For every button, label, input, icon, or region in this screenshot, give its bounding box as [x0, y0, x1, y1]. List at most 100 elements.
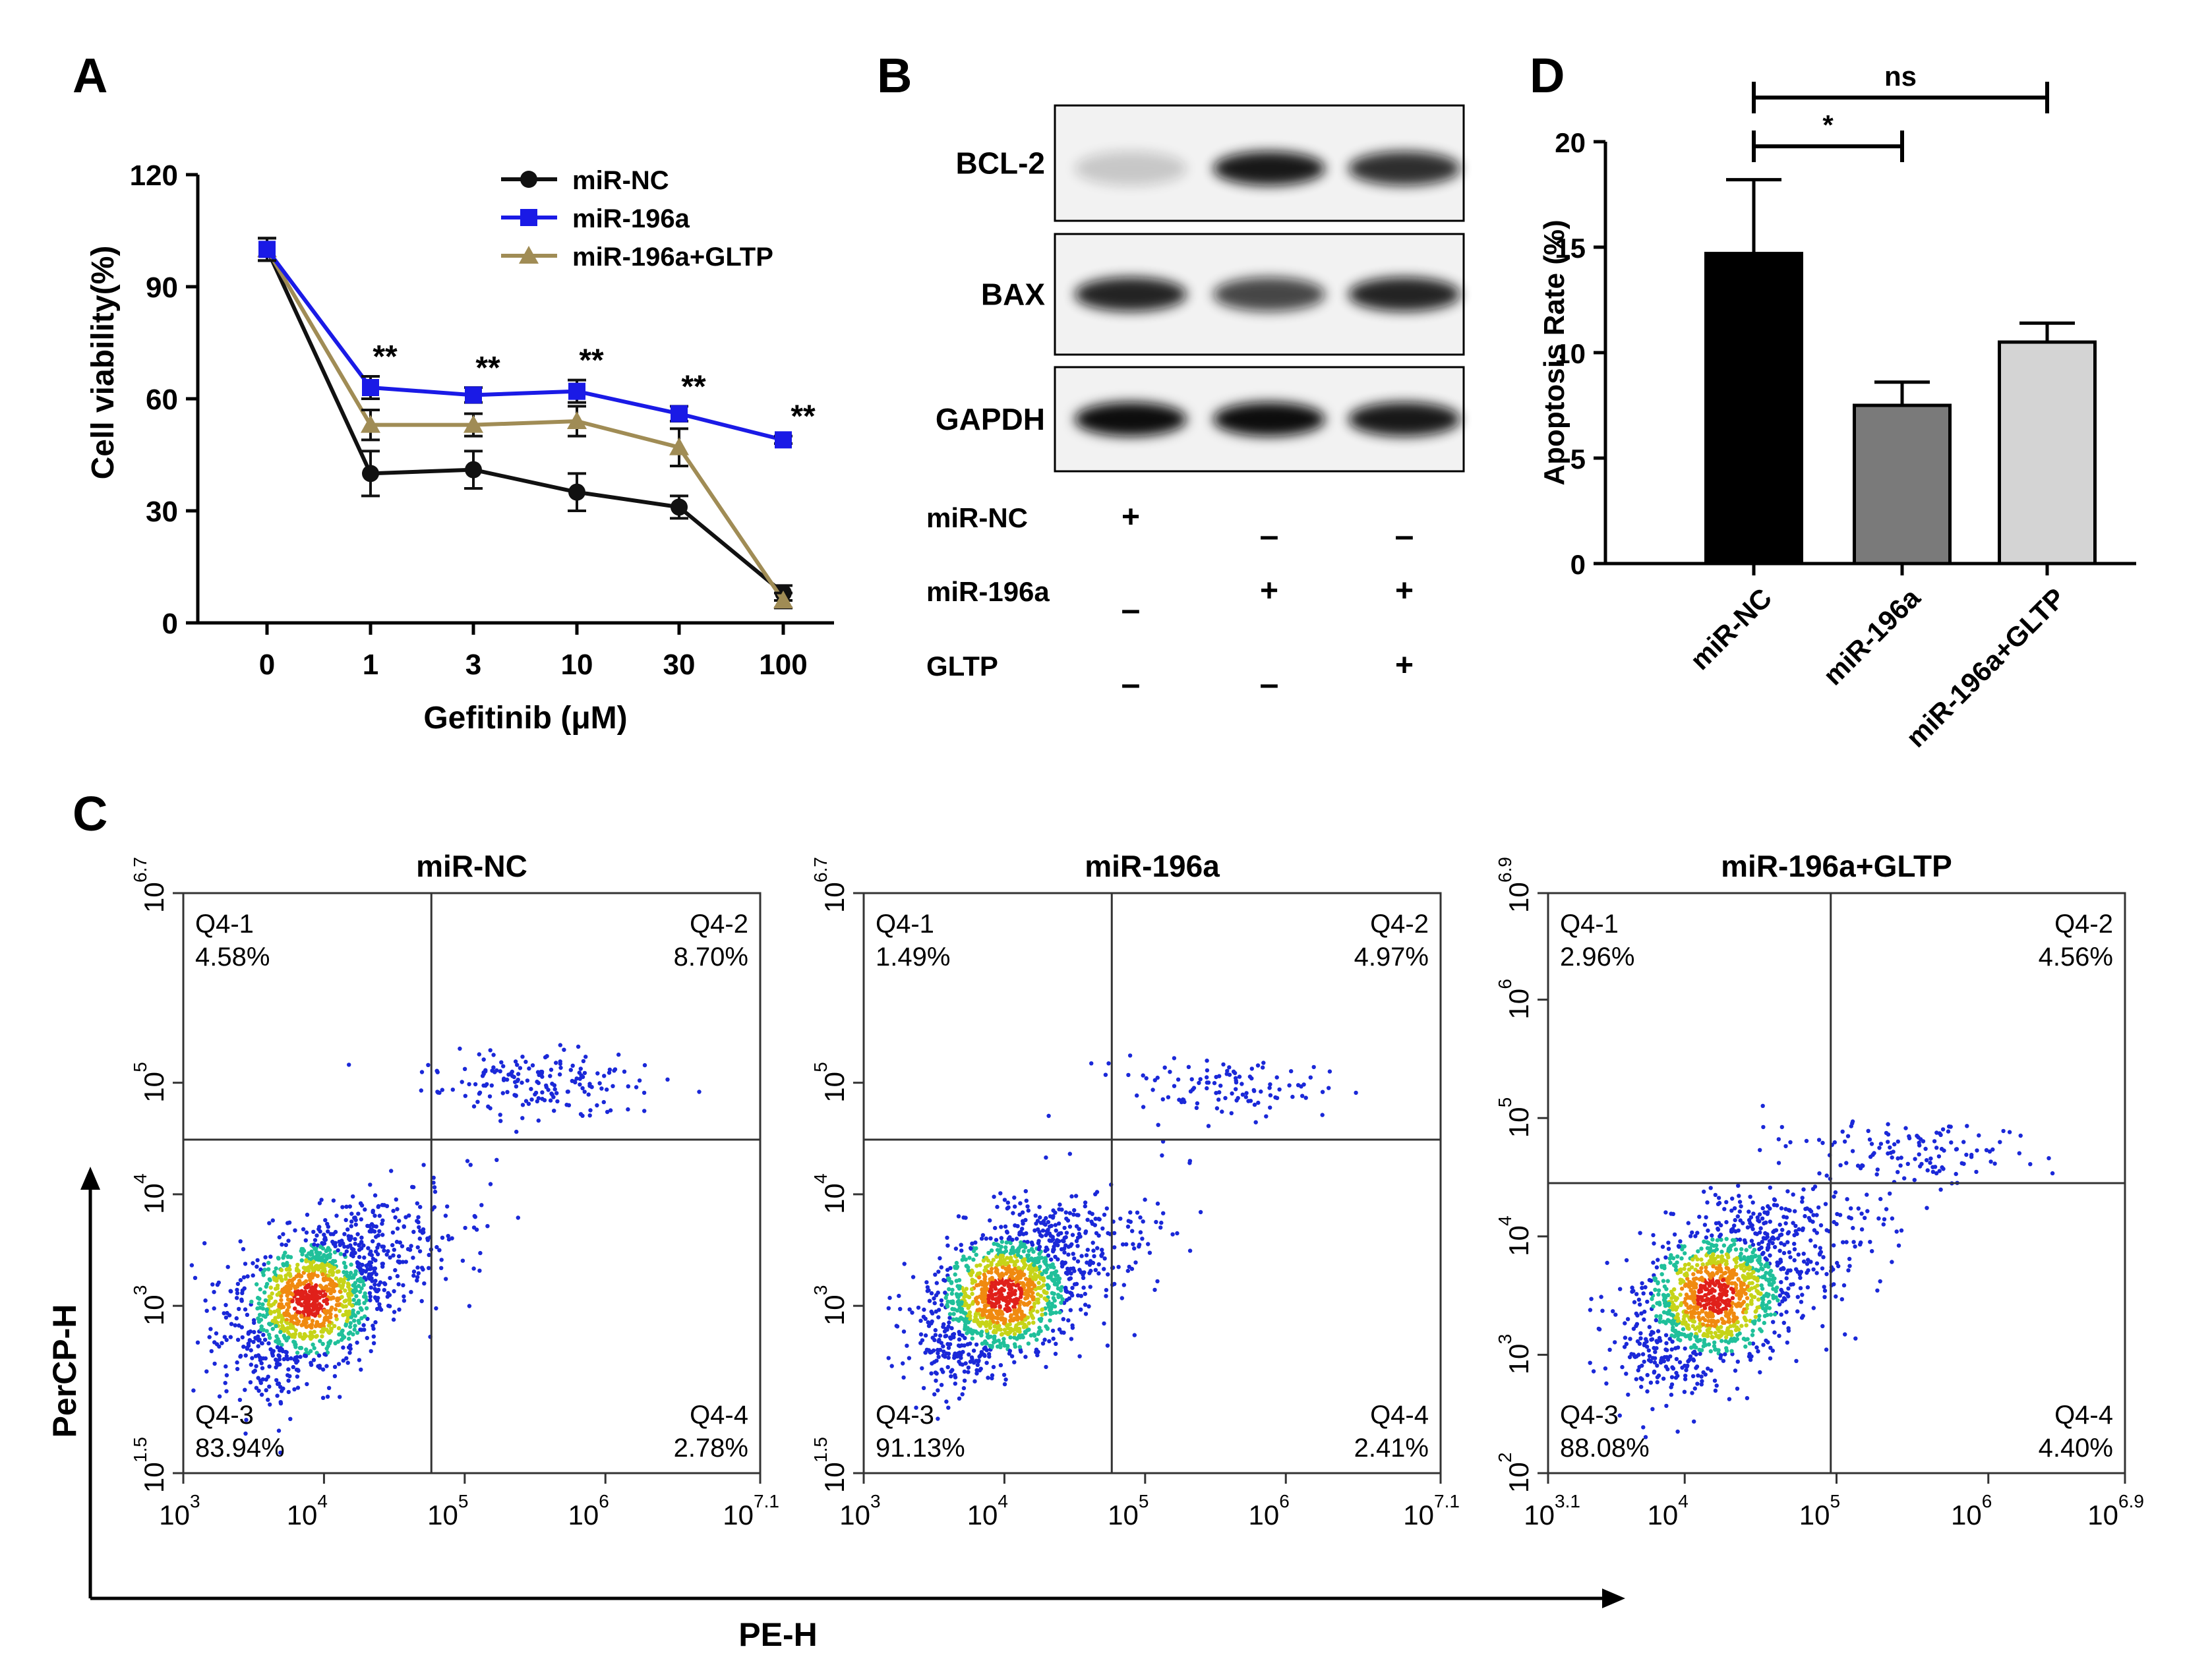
flow-event-dot: [191, 1388, 196, 1393]
flow-event-dot: [319, 1198, 324, 1202]
flow-event-dot: [1735, 1359, 1740, 1364]
flow-event-dot: [1763, 1256, 1768, 1261]
flow-event-dot: [1930, 1169, 1936, 1175]
flow-event-dot: [1710, 1237, 1715, 1242]
flow-event-dot: [946, 1351, 951, 1356]
flow-event-dot: [930, 1361, 934, 1366]
flow-event-dot: [310, 1252, 314, 1256]
flow-event-dot: [886, 1356, 891, 1360]
flow-event-dot: [1611, 1309, 1615, 1314]
flow-event-dot: [282, 1356, 286, 1362]
flow-event-dot: [924, 1280, 929, 1285]
flow-event-dot: [1046, 1300, 1051, 1306]
flow-event-dot: [1062, 1246, 1067, 1251]
flow-event-dot: [1711, 1273, 1716, 1277]
flow-event-dot: [1679, 1256, 1684, 1261]
flow-event-dot: [1742, 1255, 1747, 1260]
flow-event-dot: [978, 1332, 984, 1337]
flow-event-dot: [1730, 1296, 1735, 1300]
flow-event-dot: [314, 1254, 319, 1258]
flow-event-dot: [1170, 1232, 1175, 1237]
flow-event-dot: [1703, 1318, 1708, 1323]
flow-event-dot: [1031, 1291, 1035, 1295]
flow-event-dot: [1735, 1214, 1740, 1219]
flow-event-dot: [241, 1247, 246, 1252]
flow-y-tick-base: 10: [819, 1183, 850, 1214]
flow-event-dot: [286, 1238, 291, 1243]
flow-event-dot: [353, 1314, 358, 1318]
flow-event-dot: [1669, 1211, 1673, 1216]
flow-event-dot: [955, 1295, 960, 1299]
flow-event-dot: [1779, 1124, 1784, 1130]
flow-event-dot: [1036, 1238, 1041, 1244]
flow-event-dot: [1867, 1137, 1872, 1142]
flow-event-dot: [1714, 1347, 1718, 1352]
flow-event-dot: [391, 1208, 396, 1213]
flow-event-dot: [275, 1393, 280, 1398]
flow-event-dot: [1779, 1287, 1783, 1293]
flow-event-dot: [910, 1310, 914, 1315]
flow-event-dot: [419, 1070, 425, 1074]
flow-event-dot: [1756, 1318, 1762, 1322]
flow-event-dot: [562, 1047, 566, 1052]
flow-event-dot: [1716, 1260, 1721, 1265]
flow-event-dot: [1054, 1269, 1059, 1274]
flow-event-dot: [1666, 1240, 1671, 1245]
flow-event-dot: [1692, 1277, 1696, 1281]
flow-event-dot: [359, 1367, 363, 1372]
flow-x-tick-base: 10: [2087, 1500, 2118, 1530]
flow-event-dot: [295, 1262, 300, 1268]
data-point: [465, 386, 482, 404]
flow-event-dot: [1058, 1310, 1062, 1315]
flow-y-tick-label: 101.5: [810, 1437, 850, 1493]
flow-event-dot: [279, 1389, 284, 1393]
flow-event-dot: [338, 1308, 342, 1314]
flow-event-dot: [340, 1295, 344, 1300]
flow-event-dot: [336, 1362, 342, 1366]
flow-event-dot: [979, 1237, 984, 1241]
flow-event-dot: [385, 1295, 390, 1299]
blot-band: [1213, 151, 1325, 186]
flow-event-dot: [371, 1341, 376, 1346]
flow-event-dot: [959, 1356, 963, 1360]
flow-event-dot: [1801, 1259, 1807, 1264]
quadrant-name: Q4-3: [876, 1401, 934, 1430]
flow-event-dot: [967, 1310, 972, 1315]
flow-event-dot: [1189, 1077, 1194, 1082]
flow-event-dot: [417, 1225, 421, 1230]
flow-event-dot: [962, 1369, 967, 1374]
flow-event-dot: [284, 1273, 288, 1278]
flow-event-dot: [1049, 1223, 1054, 1229]
flow-event-dot: [1096, 1217, 1101, 1221]
flow-event-dot: [1083, 1200, 1088, 1205]
flow-event-dot: [1733, 1217, 1737, 1223]
flow-event-dot: [1236, 1095, 1240, 1101]
flow-event-dot: [272, 1309, 277, 1314]
flow-event-dot: [330, 1305, 334, 1310]
flow-event-dot: [280, 1287, 285, 1292]
flow-event-dot: [1682, 1300, 1687, 1304]
flow-event-dot: [283, 1250, 287, 1255]
flow-event-dot: [1675, 1254, 1680, 1259]
flow-event-dot: [1653, 1350, 1658, 1355]
flow-event-dot: [1116, 1265, 1121, 1269]
flow-event-dot: [918, 1318, 923, 1324]
flow-event-dot: [415, 1278, 419, 1283]
flow-event-dot: [1144, 1076, 1149, 1081]
flow-event-dot: [268, 1335, 272, 1340]
flow-event-dot: [977, 1307, 982, 1312]
flow-event-dot: [1705, 1262, 1710, 1266]
flow-event-dot: [1696, 1298, 1700, 1302]
flow-event-dot: [369, 1349, 373, 1354]
flow-event-dot: [1054, 1310, 1058, 1315]
flow-event-dot: [1029, 1256, 1034, 1261]
flow-event-dot: [1699, 1257, 1704, 1262]
flow-event-dot: [235, 1287, 239, 1293]
flow-event-dot: [307, 1306, 311, 1311]
flow-event-dot: [1009, 1354, 1015, 1358]
flow-event-dot: [1020, 1210, 1025, 1215]
flow-event-dot: [1719, 1353, 1723, 1358]
flow-event-dot: [347, 1351, 352, 1355]
flow-event-dot: [1019, 1240, 1023, 1245]
flow-event-dot: [337, 1239, 342, 1244]
